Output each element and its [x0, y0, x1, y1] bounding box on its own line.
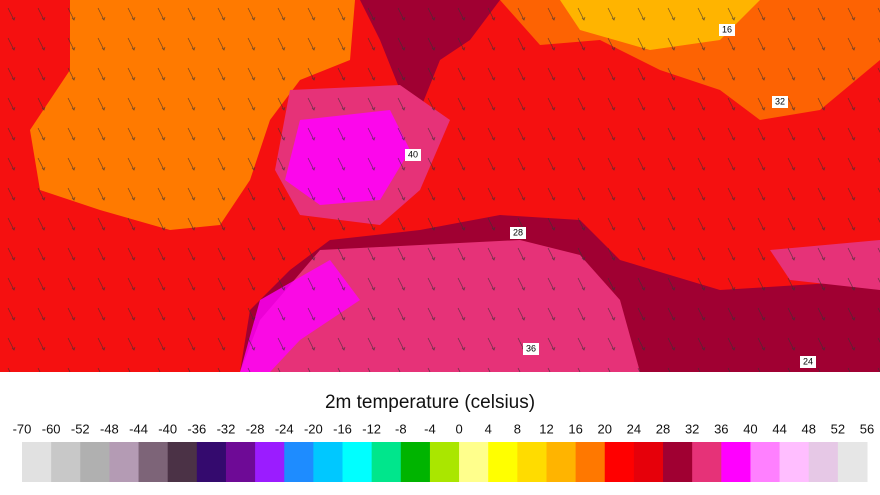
- color-swatch: [313, 442, 344, 482]
- color-swatch: [51, 442, 81, 482]
- color-swatch: [575, 442, 606, 482]
- tick-label: 4: [485, 421, 492, 436]
- tick-label: -36: [187, 421, 206, 436]
- tick-label: -32: [217, 421, 236, 436]
- tick-label: 12: [539, 421, 553, 436]
- tick-label: 20: [598, 421, 612, 436]
- color-swatch: [80, 442, 110, 482]
- contour-label: 36: [526, 343, 536, 353]
- tick-label: 8: [514, 421, 521, 436]
- contour-labels: 16 32 40 28 36 24: [405, 24, 816, 368]
- contour-label-box: [510, 227, 526, 239]
- color-swatch: [633, 442, 664, 482]
- color-swatch: [400, 442, 431, 482]
- color-swatch: [488, 442, 518, 482]
- tick-label: -44: [129, 421, 148, 436]
- contour-label-box: [800, 356, 816, 368]
- color-swatch: [342, 442, 373, 482]
- tick-label: -4: [424, 421, 436, 436]
- tick-label: 28: [656, 421, 670, 436]
- contour-label: 32: [775, 96, 785, 106]
- color-swatch: [546, 442, 577, 482]
- contour-label-box: [405, 149, 421, 161]
- tick-label: -16: [333, 421, 352, 436]
- tick-label: 24: [627, 421, 641, 436]
- color-swatch: [663, 442, 693, 482]
- color-swatch: [109, 442, 140, 482]
- contour-label: 24: [803, 356, 813, 366]
- tick-label: -24: [275, 421, 294, 436]
- contour-label-box: [772, 96, 788, 108]
- tick-label: -40: [158, 421, 177, 436]
- color-swatch: [604, 442, 635, 482]
- color-swatch: [429, 442, 460, 482]
- tick-label: -60: [42, 421, 61, 436]
- contour-label: 28: [513, 227, 523, 237]
- tick-label: 32: [685, 421, 699, 436]
- color-swatch: [808, 442, 839, 482]
- colorbar: -70 -60 -52 -48 -44 -40 -36 -32 -28 -24 -20 -16 -12-…: [13, 421, 874, 482]
- color-swatch: [837, 442, 868, 482]
- color-swatch: [225, 442, 256, 482]
- contour-label: 16: [722, 24, 732, 34]
- color-swatch: [255, 442, 285, 482]
- tick-label: -28: [246, 421, 265, 436]
- color-swatch: [692, 442, 722, 482]
- color-swatch: [721, 442, 751, 482]
- tick-label: -8: [395, 421, 407, 436]
- color-swatch: [196, 442, 227, 482]
- tick-label: -12: [362, 421, 381, 436]
- contour-label: 40: [408, 149, 418, 159]
- color-swatch: [167, 442, 198, 482]
- tick-label: 40: [743, 421, 757, 436]
- tick-label: -52: [71, 421, 90, 436]
- tick-label: 56: [860, 421, 874, 436]
- color-swatch: [517, 442, 547, 482]
- tick-label: -20: [304, 421, 323, 436]
- color-swatch: [284, 442, 314, 482]
- color-swatch: [371, 442, 402, 482]
- tick-label: 48: [801, 421, 815, 436]
- color-swatch: [138, 442, 169, 482]
- tick-label: 36: [714, 421, 728, 436]
- tick-label: 16: [568, 421, 582, 436]
- color-swatch: [22, 442, 52, 482]
- color-swatch: [779, 442, 810, 482]
- tick-label: -48: [100, 421, 119, 436]
- legend-title: 2m temperature (celsius): [325, 392, 535, 413]
- map: [0, 0, 880, 372]
- contour-label-box: [523, 343, 539, 355]
- color-swatch: [750, 442, 781, 482]
- contour-label-box: [719, 24, 735, 36]
- tick-label: 0: [455, 421, 462, 436]
- color-swatch: [459, 442, 489, 482]
- tick-label: 44: [772, 421, 786, 436]
- tick-label: -70: [13, 421, 32, 436]
- tick-label: 52: [831, 421, 845, 436]
